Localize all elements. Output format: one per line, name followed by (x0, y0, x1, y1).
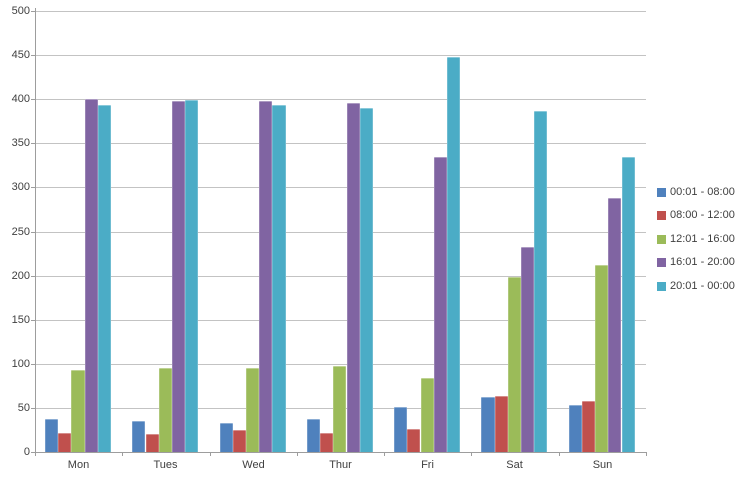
y-tick-mark-0 (31, 452, 35, 453)
bar-tues-series-4 (171, 101, 186, 452)
y-axis-label-100: 100 (11, 358, 30, 370)
y-axis-label-300: 300 (11, 181, 30, 193)
bar-tues-series-3 (158, 368, 172, 452)
x-tick-mark-1 (122, 452, 123, 456)
legend-item-3: 12:01 - 16:00 (657, 233, 735, 245)
y-tick-mark-300 (31, 187, 35, 188)
bar-sun-series-5 (621, 157, 635, 452)
x-tick-mark-0 (35, 452, 36, 456)
legend-label: 00:01 - 08:00 (670, 186, 735, 198)
bar-sun-series-1 (568, 405, 582, 452)
bar-sun-series-4 (608, 198, 622, 452)
legend-label: 12:01 - 16:00 (670, 233, 735, 245)
x-tick-mark-4 (384, 452, 385, 456)
legend-item-1: 00:01 - 08:00 (657, 186, 735, 198)
y-axis-label-150: 150 (11, 314, 30, 326)
legend-item-2: 08:00 - 12:00 (657, 209, 735, 221)
bar-sat-series-3 (507, 276, 521, 452)
x-tick-mark-2 (210, 452, 211, 456)
y-tick-mark-450 (31, 55, 35, 56)
gridline-100 (35, 364, 646, 365)
bar-fri-series-5 (446, 56, 461, 452)
y-axis-label-50: 50 (17, 402, 30, 414)
bar-wed-series-2 (232, 429, 246, 452)
bar-wed-series-5 (272, 104, 286, 452)
y-tick-mark-50 (31, 408, 35, 409)
gridline-250 (35, 232, 646, 233)
y-axis-label-450: 450 (11, 49, 30, 61)
bar-sun-series-3 (595, 265, 609, 452)
y-tick-mark-100 (31, 364, 35, 365)
legend-label: 08:00 - 12:00 (670, 209, 735, 221)
x-axis-label-fri: Fri (421, 459, 434, 471)
y-tick-mark-150 (31, 320, 35, 321)
x-tick-mark-7 (646, 452, 647, 456)
legend-label: 20:01 - 00:00 (670, 280, 735, 292)
y-tick-mark-200 (31, 276, 35, 277)
bar-sat-series-5 (534, 110, 548, 452)
y-tick-mark-350 (31, 143, 35, 144)
y-axis-label-350: 350 (11, 137, 30, 149)
y-axis-label-500: 500 (11, 5, 30, 17)
y-tick-mark-400 (31, 99, 35, 100)
gridline-450 (35, 55, 646, 56)
bar-fri-series-3 (420, 377, 434, 452)
gridline-300 (35, 187, 646, 188)
legend-swatch-icon (657, 210, 666, 220)
y-axis-line (35, 8, 36, 452)
x-axis-label-sun: Sun (592, 459, 613, 471)
legend-swatch-icon (657, 187, 666, 197)
y-tick-mark-250 (31, 232, 35, 233)
gridline-200 (35, 276, 646, 277)
bar-wed-series-1 (219, 422, 233, 452)
bar-mon-series-2 (58, 432, 72, 452)
bar-wed-series-3 (246, 368, 260, 452)
x-tick-mark-6 (559, 452, 560, 456)
x-tick-mark-3 (297, 452, 298, 456)
x-axis-label-mon: Mon (67, 459, 90, 471)
bar-tues-series-5 (185, 100, 199, 452)
bar-fri-series-4 (433, 157, 447, 452)
bar-mon-series-1 (45, 419, 59, 452)
bar-thur-series-2 (320, 432, 334, 452)
x-axis-label-sat: Sat (506, 459, 523, 471)
bar-sat-series-2 (494, 395, 508, 452)
legend-item-4: 16:01 - 20:00 (657, 256, 735, 268)
x-axis-line (35, 452, 646, 453)
legend-swatch-icon (657, 257, 666, 267)
legend-swatch-icon (657, 281, 666, 291)
bar-thur-series-4 (346, 102, 360, 452)
bar-tues-series-1 (132, 421, 146, 452)
y-axis-label-400: 400 (11, 93, 30, 105)
legend-label: 16:01 - 20:00 (670, 256, 735, 268)
bar-sat-series-1 (481, 397, 495, 452)
y-axis-label-200: 200 (11, 270, 30, 282)
bar-fri-series-1 (394, 407, 408, 452)
gridline-400 (35, 99, 646, 100)
x-axis-label-tues: Tues (153, 459, 178, 471)
bar-sun-series-2 (581, 400, 596, 452)
gridline-350 (35, 143, 646, 144)
legend-item-5: 20:01 - 00:00 (657, 280, 735, 292)
bar-mon-series-3 (71, 370, 85, 452)
bar-fri-series-2 (407, 429, 421, 452)
x-tick-mark-5 (471, 452, 472, 456)
x-axis-label-thur: Thur (329, 459, 352, 471)
bar-thur-series-5 (359, 108, 373, 452)
bar-thur-series-3 (333, 365, 347, 452)
bar-mon-series-5 (97, 104, 111, 452)
bar-thur-series-1 (306, 418, 321, 452)
x-axis-label-wed: Wed (242, 459, 265, 471)
bar-tues-series-2 (145, 434, 159, 452)
bar-sat-series-4 (521, 247, 535, 452)
gridline-150 (35, 320, 646, 321)
gridline-500 (35, 11, 646, 12)
y-axis-label-250: 250 (11, 226, 30, 238)
y-axis-label-0: 0 (23, 446, 30, 458)
legend-swatch-icon (657, 234, 666, 244)
bar-mon-series-4 (84, 99, 98, 452)
bar-wed-series-4 (259, 101, 273, 452)
y-tick-mark-500 (31, 11, 35, 12)
